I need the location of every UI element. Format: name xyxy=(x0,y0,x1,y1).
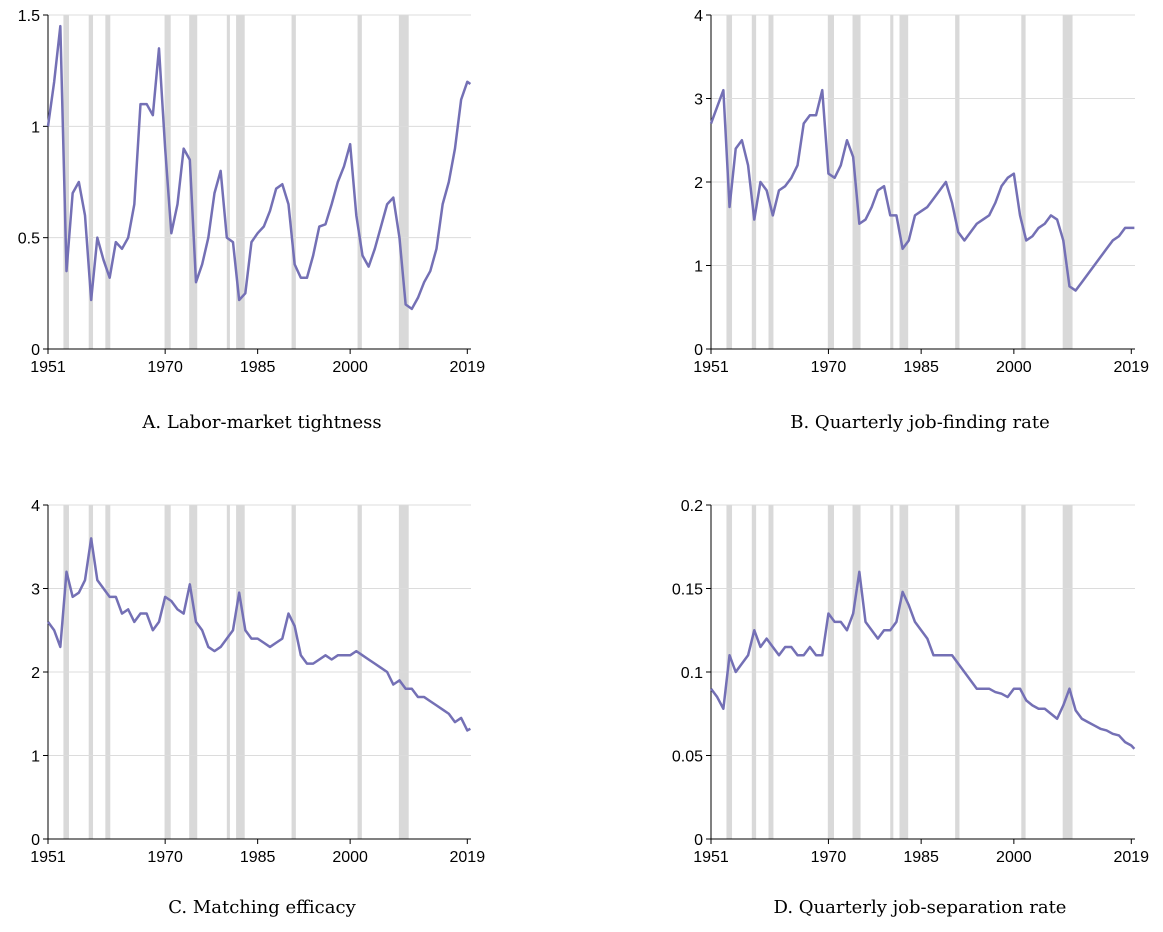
data-line xyxy=(709,570,1136,750)
x-tick-label: 2000 xyxy=(332,849,368,866)
y-tick-label: 0.5 xyxy=(18,231,40,248)
y-tick-label: 0 xyxy=(694,342,703,359)
x-tick-label: 1951 xyxy=(693,359,729,376)
y-tick-label: 1 xyxy=(31,749,40,766)
x-tick-label: 1985 xyxy=(903,359,939,376)
x-tick-label: 2019 xyxy=(450,359,486,376)
y-tick-label: 1 xyxy=(31,119,40,136)
data-line xyxy=(46,24,472,311)
y-tick-label: 0 xyxy=(31,832,40,849)
recession-band xyxy=(398,15,409,349)
x-tick-label: 1951 xyxy=(693,849,729,866)
x-tick-label: 1970 xyxy=(811,849,847,866)
x-tick-label: 1985 xyxy=(903,849,939,866)
data-line xyxy=(709,88,1135,292)
x-tick-label: 2019 xyxy=(450,849,486,866)
x-tick-label: 1951 xyxy=(30,359,66,376)
y-tick-label: 0.2 xyxy=(681,498,703,515)
x-tick-label: 1985 xyxy=(240,849,276,866)
x-tick-label: 2000 xyxy=(996,359,1032,376)
x-tick-label: 1970 xyxy=(147,359,183,376)
y-tick-label: 4 xyxy=(31,498,40,515)
y-tick-label: 2 xyxy=(31,665,40,682)
y-tick-label: 0 xyxy=(31,342,40,359)
recession-band xyxy=(226,15,230,349)
recession-band xyxy=(189,15,198,349)
y-tick-label: 1 xyxy=(694,259,703,276)
y-tick-label: 2 xyxy=(694,175,703,192)
x-tick-label: 1951 xyxy=(30,849,66,866)
y-tick-label: 0.15 xyxy=(672,582,703,599)
x-tick-label: 2000 xyxy=(332,359,368,376)
panel-caption: B. Quarterly job-finding rate xyxy=(790,412,1049,433)
y-tick-label: 0 xyxy=(694,832,703,849)
x-tick-label: 1985 xyxy=(240,359,276,376)
panel-caption: A. Labor-market tightness xyxy=(141,412,381,433)
recession-band xyxy=(291,15,296,349)
data-line xyxy=(46,537,471,732)
recession-band xyxy=(105,15,111,349)
recession-band xyxy=(236,15,245,349)
y-tick-label: 4 xyxy=(694,8,703,25)
x-tick-label: 2000 xyxy=(996,849,1032,866)
y-tick-label: 1.5 xyxy=(18,8,40,25)
y-tick-label: 3 xyxy=(694,92,703,109)
x-tick-label: 2019 xyxy=(1113,359,1149,376)
x-tick-label: 2019 xyxy=(1113,849,1149,866)
panel-caption: C. Matching efficacy xyxy=(168,897,356,918)
y-tick-label: 0.1 xyxy=(681,665,703,682)
recession-band xyxy=(63,15,69,349)
recession-band xyxy=(88,15,94,349)
recession-band xyxy=(357,15,362,349)
y-tick-label: 3 xyxy=(31,582,40,599)
x-tick-label: 1970 xyxy=(147,849,183,866)
panel-caption: D. Quarterly job-separation rate xyxy=(774,897,1067,918)
x-tick-label: 1970 xyxy=(811,359,847,376)
y-tick-label: 0.05 xyxy=(672,749,703,766)
